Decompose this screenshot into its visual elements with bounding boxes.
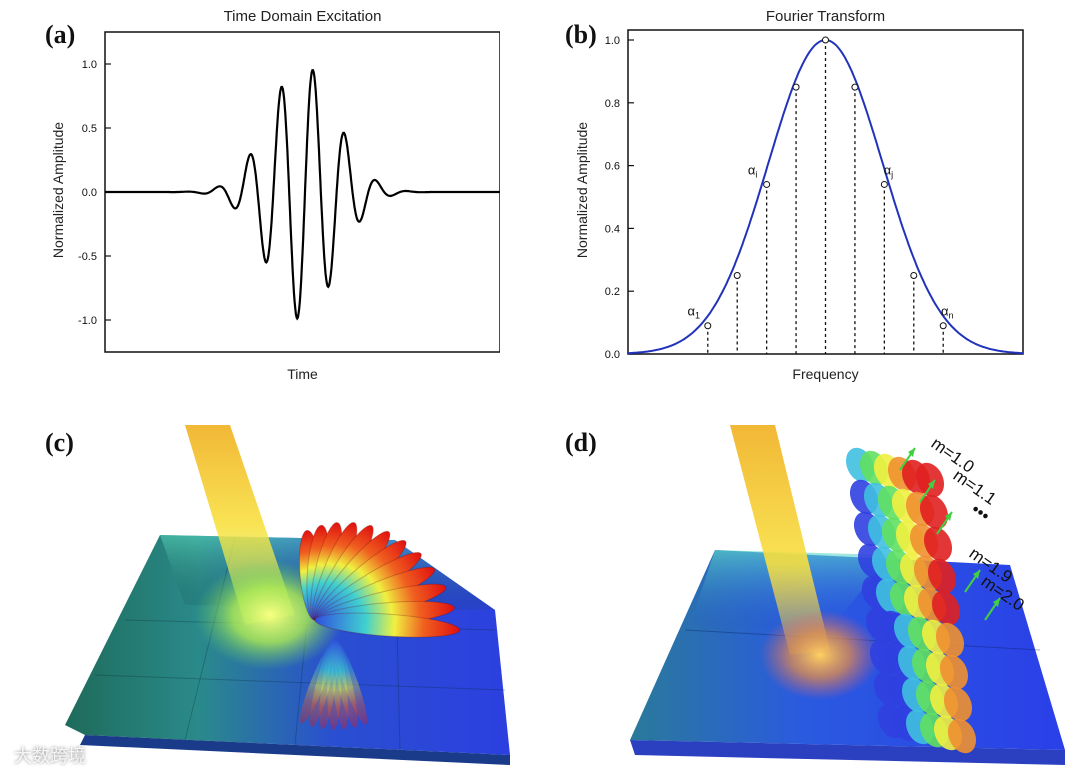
illustration-d-multi-mode-radiation: m=1.0m=1.1•••m=1.9m=2.0: [630, 425, 1065, 765]
mode-lobe: [923, 526, 953, 562]
y-tick-label: 0.0: [82, 187, 97, 199]
beam-spot: [760, 610, 880, 700]
series-line: [105, 69, 500, 321]
chart-b-title: Fourier Transform: [765, 8, 886, 25]
y-tick-label: 0.6: [605, 161, 620, 173]
chart-a-plot: 1.0 0.5 0.0 -0.5 -1.0: [78, 31, 500, 353]
mode-lobes: [845, 447, 1001, 754]
sample-point: [880, 180, 888, 188]
y-tick-label: 1.0: [82, 59, 97, 71]
sample-label: αj: [884, 162, 894, 179]
panel-label-d: (d): [565, 428, 597, 457]
sample-point: [939, 322, 947, 330]
sample-point: [910, 272, 918, 279]
radiation-lobes: [298, 521, 461, 730]
mode-lobe: [943, 686, 973, 722]
sample-label: αi: [748, 162, 758, 179]
mode-lobe: [939, 654, 969, 690]
y-tick-label: 0.2: [605, 286, 620, 298]
chart-a-xlabel: Time: [287, 366, 318, 382]
mode-lobe: [931, 590, 961, 626]
sample-label: αn: [941, 304, 954, 321]
mode-lobe: [919, 494, 949, 530]
mode-arrowhead: [973, 570, 980, 579]
y-tick-label: 0.4: [605, 223, 620, 235]
y-tick-label: -1.0: [78, 315, 97, 327]
mode-lobe: [935, 622, 965, 658]
sample-label: α1: [688, 304, 701, 321]
mode-arrowhead: [993, 598, 1000, 607]
mode-arrowhead: [908, 448, 915, 457]
sample-point: [733, 272, 741, 279]
sample-point: [851, 83, 859, 91]
sample-point: [704, 322, 712, 330]
chart-b-xlabel: Frequency: [792, 366, 859, 382]
y-tick-label: -0.5: [78, 251, 97, 263]
mode-label: m=1.1: [950, 466, 1000, 509]
mode-lobe: [947, 718, 977, 754]
panel-label-c: (c): [45, 428, 74, 457]
panel-label-b: (b): [565, 20, 597, 49]
y-tick-label: 1.0: [605, 35, 620, 47]
radiation-lobe: [314, 612, 461, 638]
mode-arrowhead: [928, 480, 935, 489]
mode-lobe: [915, 462, 945, 498]
y-tick-label: 0.8: [605, 98, 620, 110]
panel-label-a: (a): [45, 20, 76, 49]
chart-b-plot: 1.0 0.8 0.6 0.4 0.2 0.0 α1 αi αj αn: [605, 29, 1024, 361]
sample-point: [822, 36, 829, 44]
chart-a-title: Time Domain Excitation: [223, 8, 382, 25]
mode-lobe: [927, 558, 957, 594]
watermark: 大数跨境: [14, 746, 86, 767]
lobe-reflection: [300, 639, 337, 724]
illustration-c-single-beam-radiation: [65, 425, 510, 765]
sample-point: [792, 83, 800, 91]
y-tick-label: 0.0: [605, 349, 620, 361]
sample-point: [763, 180, 771, 188]
incident-beam: [730, 425, 830, 655]
mode-arrowhead: [945, 512, 952, 521]
y-tick-label: 0.5: [82, 123, 97, 135]
